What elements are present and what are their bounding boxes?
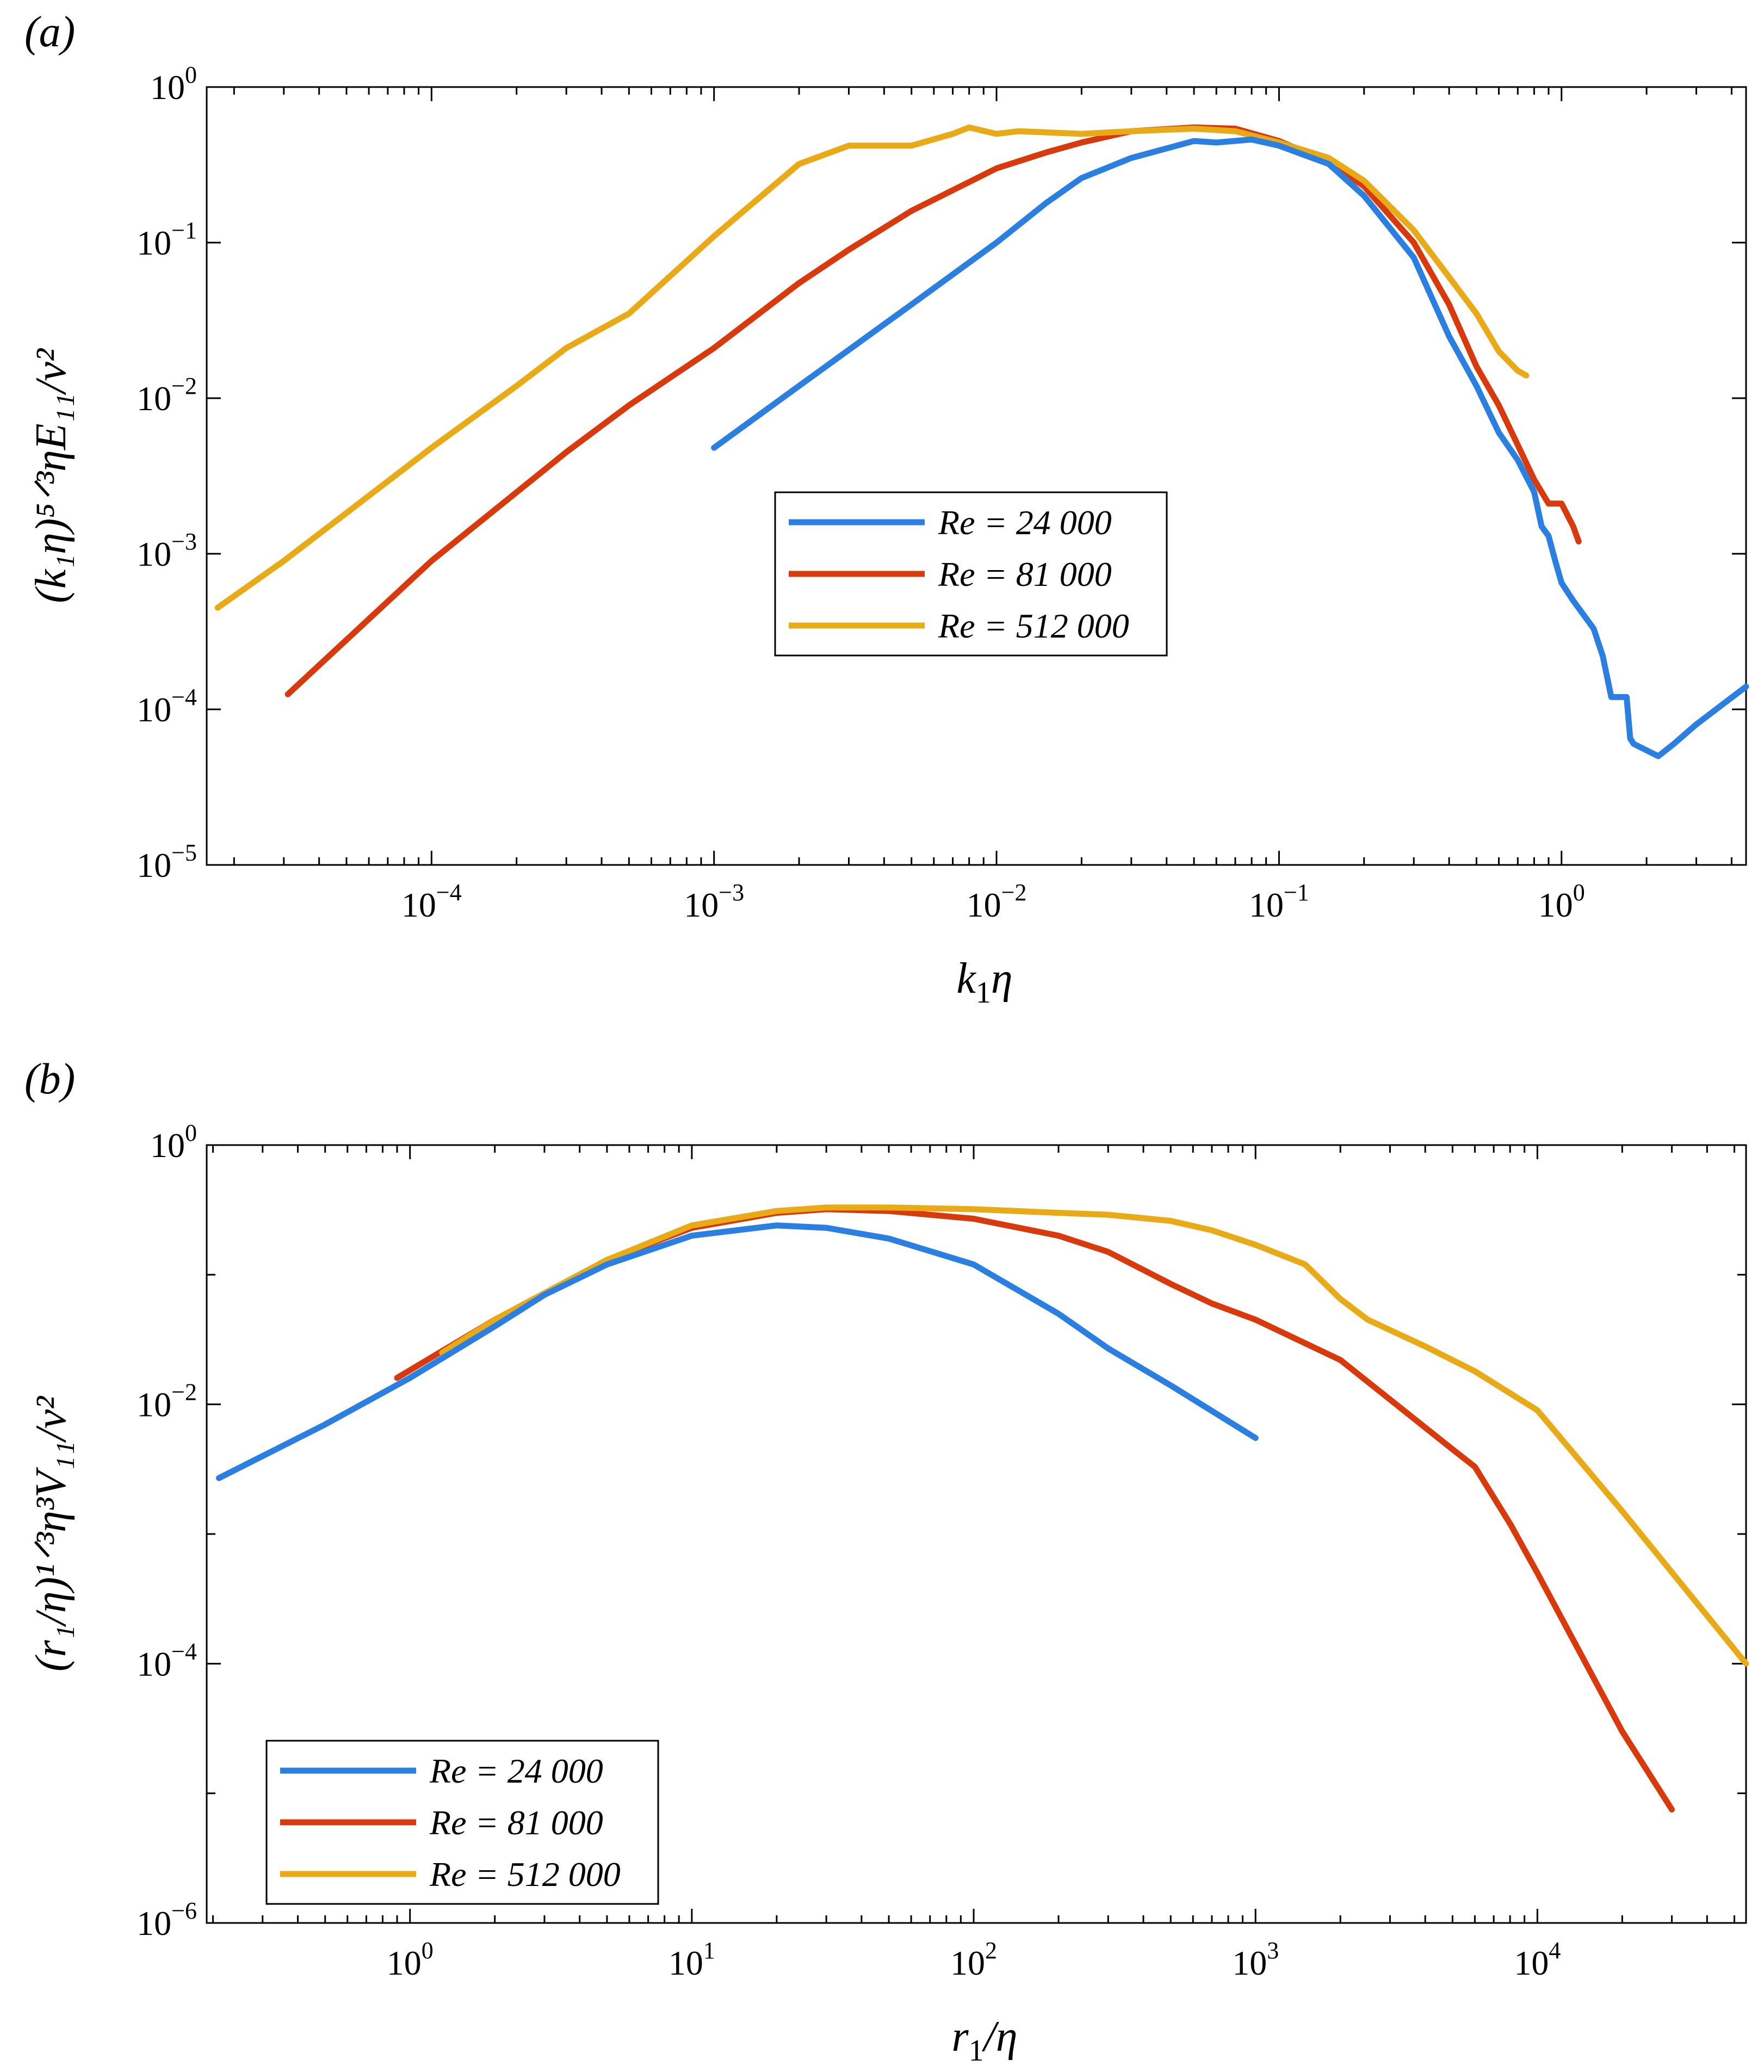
panel-a-xlabel: k1η [956,955,1012,1010]
y-tick-label: 10−4 [137,1638,197,1683]
y-tick-label: 10−3 [137,528,197,573]
series-line-yellow [214,124,1530,611]
legend-label: Re = 512 000 [938,607,1129,645]
panel-a-series [214,124,1749,759]
x-tick-label: 10−1 [1249,879,1309,924]
x-tick-label: 101 [669,1937,715,1982]
y-tick-label: 10−5 [137,839,197,885]
panel-b-series [216,1204,1749,1813]
y-tick-label: 10−2 [137,373,197,418]
legend-label: Re = 81 000 [429,1803,603,1842]
y-tick-label: 10−6 [137,1897,197,1943]
panel-a-ylabel: (k₁η)⁵ᐟ³ηE₁₁/ν² [27,348,75,603]
y-tick-label: 100 [150,1120,197,1165]
x-tick-label: 10−4 [401,879,462,924]
panel-b-ylabel: (r₁/η)¹ᐟ³η³V₁₁/ν² [27,1395,75,1672]
series-line-yellow [439,1204,1749,1667]
panel-a-axes-frame [206,86,1747,866]
series-line-blue [711,137,1749,759]
panel-a-chart: (a) 10−4 10−3 10−2 10−1 10010−510−410−310−21… [24,8,1749,1010]
x-tick-label: 100 [387,1937,434,1982]
panel-b-xlabel: r1/η [951,2013,1017,2068]
legend-label: Re = 24 000 [938,503,1112,542]
legend-label: Re = 24 000 [429,1752,603,1790]
panel-b-legend: Re = 24 000 Re = 81 000 Re = 512 000 [265,1740,659,1905]
panel-a-label: (a) [24,8,75,56]
panel-a-legend: Re = 24 000 Re = 81 000 Re = 512 000 [774,491,1168,657]
x-tick-label: 10−2 [967,879,1027,924]
y-tick-label: 10−2 [137,1379,197,1424]
y-tick-label: 10−1 [137,217,197,262]
x-tick-label: 100 [1538,879,1585,924]
x-tick-label: 104 [1514,1937,1561,1982]
x-tick-label: 103 [1232,1937,1279,1982]
y-tick-label: 10−4 [137,684,197,729]
panel-b-label: (b) [24,1055,75,1103]
panel-b-ticks: 100 101 102 103 104 10−6 10−4 10−2 100 [137,1120,1746,1982]
x-tick-label: 10−3 [684,879,744,924]
legend-label: Re = 512 000 [429,1855,621,1894]
series-line-blue [216,1222,1259,1481]
x-tick-label: 102 [950,1937,997,1982]
panel-a-ticks: 10−4 10−3 10−2 10−1 100 10−5 10−4 10−3 10−2 10−1 1… [137,61,1746,924]
legend-label: Re = 81 000 [938,555,1112,593]
y-tick-label: 100 [150,61,197,107]
